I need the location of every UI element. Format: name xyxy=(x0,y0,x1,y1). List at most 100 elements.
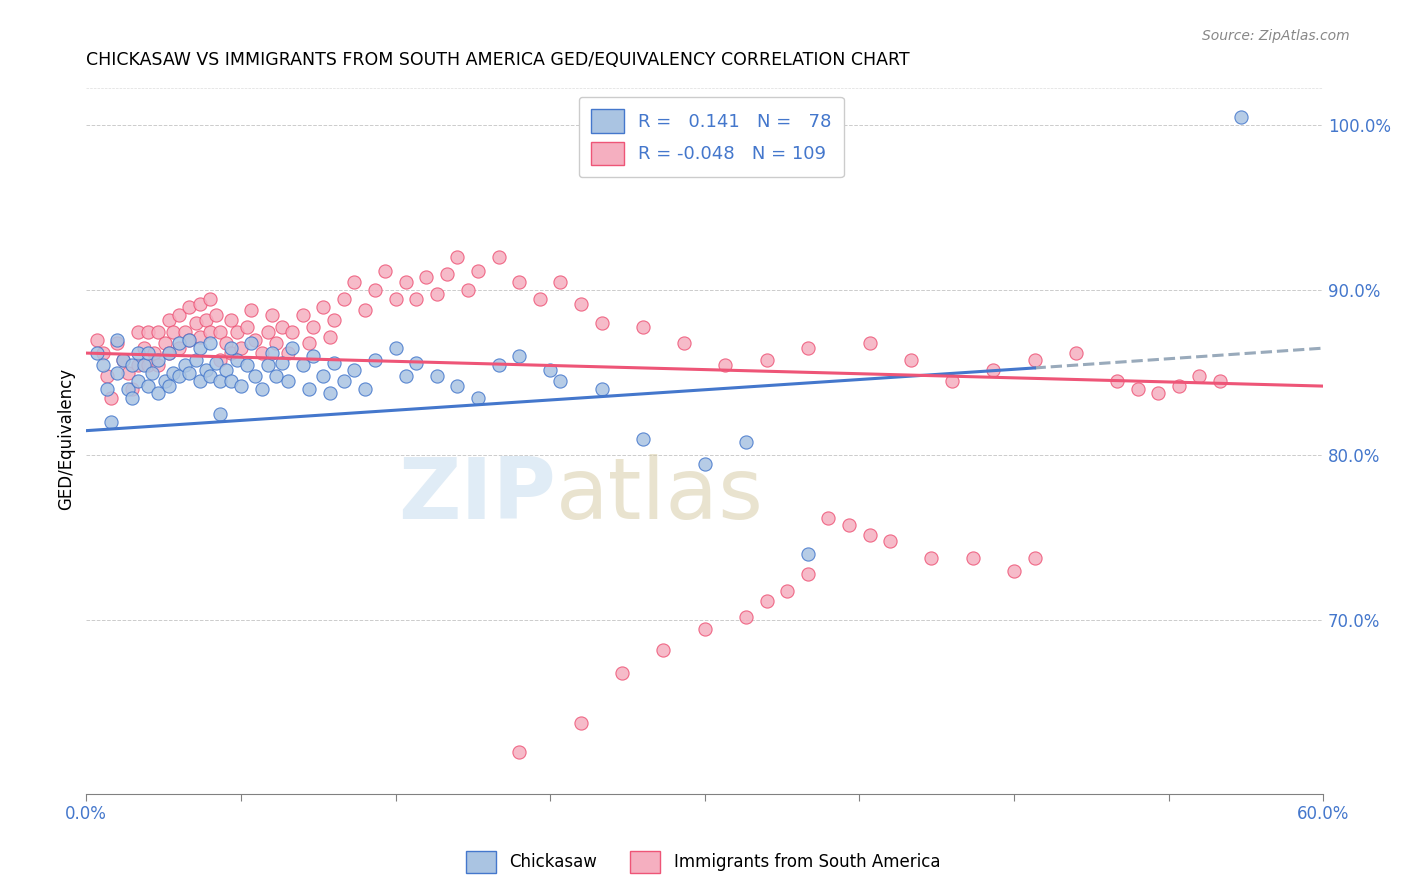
Point xyxy=(277,346,299,360)
Point xyxy=(174,325,197,339)
Text: Source: ZipAtlas.com: Source: ZipAtlas.com xyxy=(1202,29,1350,43)
Point xyxy=(148,385,170,400)
Point xyxy=(245,369,267,384)
Point xyxy=(91,346,114,360)
Point xyxy=(298,383,321,397)
Point xyxy=(312,300,335,314)
Point xyxy=(188,374,211,388)
Point xyxy=(86,346,108,360)
Point xyxy=(86,333,108,347)
Point xyxy=(236,358,259,372)
Point xyxy=(302,319,325,334)
Point xyxy=(162,325,184,339)
Point xyxy=(426,286,449,301)
Point xyxy=(184,317,207,331)
Point xyxy=(271,356,294,370)
Point xyxy=(1024,352,1046,367)
Point xyxy=(312,369,335,384)
Point xyxy=(384,292,406,306)
Point xyxy=(179,300,201,314)
Point xyxy=(302,350,325,364)
Point xyxy=(179,333,201,347)
Point xyxy=(631,319,654,334)
Point xyxy=(405,292,427,306)
Point xyxy=(271,319,294,334)
Point xyxy=(132,358,155,372)
Point xyxy=(652,643,675,657)
Point xyxy=(405,356,427,370)
Point xyxy=(426,369,449,384)
Point xyxy=(384,341,406,355)
Point xyxy=(127,374,149,388)
Point xyxy=(1126,383,1149,397)
Point xyxy=(508,275,530,289)
Point xyxy=(446,379,468,393)
Text: CHICKASAW VS IMMIGRANTS FROM SOUTH AMERICA GED/EQUIVALENCY CORRELATION CHART: CHICKASAW VS IMMIGRANTS FROM SOUTH AMERI… xyxy=(86,51,910,69)
Legend: Chickasaw, Immigrants from South America: Chickasaw, Immigrants from South America xyxy=(460,845,946,880)
Point xyxy=(817,511,839,525)
Point xyxy=(209,407,232,421)
Point xyxy=(981,362,1004,376)
Point xyxy=(838,517,860,532)
Point xyxy=(96,369,118,384)
Point xyxy=(132,341,155,355)
Point xyxy=(250,383,273,397)
Point xyxy=(167,341,190,355)
Point xyxy=(538,362,561,376)
Point xyxy=(225,352,247,367)
Point xyxy=(446,251,468,265)
Point xyxy=(250,346,273,360)
Point xyxy=(1002,564,1025,578)
Point xyxy=(291,358,314,372)
Point xyxy=(153,374,176,388)
Point xyxy=(693,457,716,471)
Point xyxy=(673,336,696,351)
Point xyxy=(318,329,340,343)
Point xyxy=(488,358,510,372)
Point xyxy=(1064,346,1087,360)
Point xyxy=(219,313,242,327)
Point xyxy=(343,275,366,289)
Point xyxy=(198,292,221,306)
Point xyxy=(256,358,278,372)
Point xyxy=(797,548,820,562)
Point xyxy=(260,346,283,360)
Point xyxy=(219,346,242,360)
Point xyxy=(264,336,287,351)
Point xyxy=(281,341,304,355)
Point xyxy=(209,374,232,388)
Point xyxy=(920,550,942,565)
Point xyxy=(198,369,221,384)
Point xyxy=(797,341,820,355)
Point xyxy=(755,593,778,607)
Point xyxy=(508,350,530,364)
Point xyxy=(148,358,170,372)
Point xyxy=(100,416,122,430)
Point xyxy=(174,358,197,372)
Point xyxy=(167,336,190,351)
Point xyxy=(322,356,344,370)
Point xyxy=(529,292,551,306)
Point xyxy=(569,296,592,310)
Point xyxy=(236,319,259,334)
Point xyxy=(591,383,613,397)
Point xyxy=(167,369,190,384)
Point xyxy=(245,333,267,347)
Point xyxy=(179,333,201,347)
Point xyxy=(755,352,778,367)
Point xyxy=(364,284,387,298)
Point xyxy=(229,341,252,355)
Point xyxy=(353,303,375,318)
Point xyxy=(693,622,716,636)
Point xyxy=(488,251,510,265)
Point xyxy=(157,313,180,327)
Point xyxy=(591,317,613,331)
Point xyxy=(343,362,366,376)
Point xyxy=(550,374,572,388)
Point xyxy=(298,336,321,351)
Point xyxy=(229,379,252,393)
Point xyxy=(121,383,143,397)
Point xyxy=(184,352,207,367)
Point xyxy=(962,550,984,565)
Point xyxy=(105,366,128,380)
